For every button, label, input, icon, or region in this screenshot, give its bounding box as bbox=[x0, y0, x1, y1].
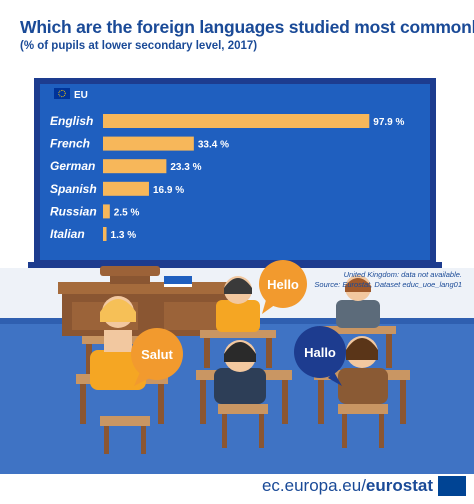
value-label-german: 23.3 % bbox=[170, 162, 201, 173]
student-chair bbox=[100, 416, 150, 454]
page-subtitle: (% of pupils at lower secondary level, 2… bbox=[20, 40, 258, 52]
student-figure bbox=[338, 336, 388, 404]
student-figure bbox=[214, 340, 266, 404]
student-chair bbox=[338, 404, 388, 448]
book-icon bbox=[164, 276, 192, 287]
speech-bubble-hello-text: Hello bbox=[267, 277, 299, 292]
category-label-german: German bbox=[50, 159, 95, 173]
speech-bubble-salut-text: Salut bbox=[141, 347, 173, 362]
source-note-line1: United Kingdom: data not available. bbox=[343, 270, 462, 279]
category-label-russian: Russian bbox=[50, 204, 97, 218]
speech-bubble-salut: Salut bbox=[131, 328, 183, 386]
eu-flag-icon bbox=[54, 88, 70, 99]
source-note-line2: Source: Eurostat, Dataset educ_uoe_lang0… bbox=[314, 280, 462, 289]
eu-flag-logo-icon bbox=[438, 476, 466, 496]
teacher-chair bbox=[100, 266, 160, 284]
value-label-italian: 1.3 % bbox=[111, 230, 137, 241]
footer-url[interactable]: ec.europa.eu/eurostat bbox=[262, 476, 433, 496]
student-chair bbox=[218, 404, 268, 448]
speech-bubble-hallo: Hallo bbox=[294, 326, 346, 386]
category-label-italian: Italian bbox=[50, 227, 85, 241]
bar-german bbox=[103, 159, 167, 174]
value-label-russian: 2.5 % bbox=[114, 207, 140, 218]
bar-russian bbox=[103, 204, 110, 219]
bar-group: English 97.9 % French 33.4 % German 23.3 % Spa… bbox=[50, 114, 405, 241]
student-figure bbox=[216, 276, 260, 332]
value-label-spanish: 16.9 % bbox=[153, 185, 184, 196]
legend-label: EU bbox=[74, 90, 88, 101]
footer-brand: eurostat bbox=[365, 476, 433, 495]
bar-spanish bbox=[103, 181, 149, 196]
category-label-spanish: Spanish bbox=[50, 182, 97, 196]
category-label-english: English bbox=[50, 114, 93, 128]
value-label-french: 33.4 % bbox=[198, 140, 229, 151]
student-desk bbox=[200, 330, 276, 368]
footer-band bbox=[0, 474, 474, 504]
teacher-desk bbox=[58, 282, 238, 336]
board-ledge bbox=[28, 262, 442, 268]
bar-italian bbox=[103, 227, 107, 241]
category-label-french: French bbox=[50, 137, 90, 151]
speech-bubble-hallo-text: Hallo bbox=[304, 345, 336, 360]
board-surface bbox=[40, 84, 430, 260]
student-figure bbox=[336, 275, 380, 328]
value-label-english: 97.9 % bbox=[373, 117, 404, 128]
speech-bubble-hello: Hello bbox=[259, 260, 307, 314]
bar-french bbox=[103, 136, 194, 151]
bar-english bbox=[103, 114, 370, 128]
page-title: Which are the foreign languages studied … bbox=[20, 17, 474, 37]
footer-url-prefix: ec.europa.eu/ bbox=[261, 476, 366, 495]
